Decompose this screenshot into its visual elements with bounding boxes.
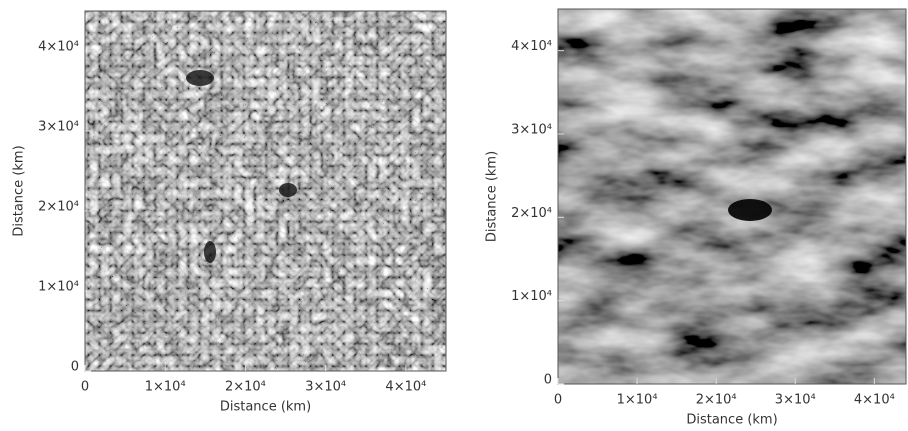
x-tick-label: 2×10⁴ bbox=[225, 380, 266, 395]
frame bbox=[557, 8, 907, 385]
y-tick-label: 1×10⁴ bbox=[511, 289, 552, 304]
chromosphere-image bbox=[558, 9, 906, 384]
panel: 0 1×10⁴ 2×10⁴ 3×10⁴ 4×10⁴ 0 1×10⁴ 2×10⁴ 3×10⁴ 4×1… bbox=[12, 10, 447, 415]
pore bbox=[279, 183, 297, 197]
x-tick-label: 2×10⁴ bbox=[696, 393, 737, 408]
x-tick-label: 3×10⁴ bbox=[775, 393, 816, 408]
y-tick-label: 4×10⁴ bbox=[38, 40, 79, 55]
y-tick-label: 0 bbox=[544, 373, 552, 388]
y-axis-label: Distance (km) bbox=[485, 151, 500, 242]
y-tick-label: 1×10⁴ bbox=[38, 280, 79, 295]
x-tick-label: 3×10⁴ bbox=[305, 380, 346, 395]
spot bbox=[728, 199, 772, 221]
y-tick-label: 4×10⁴ bbox=[511, 39, 552, 54]
y-tick-label: 3×10⁴ bbox=[511, 123, 552, 138]
y-tick-label: 3×10⁴ bbox=[38, 120, 79, 135]
y-axis-label: Distance (km) bbox=[12, 145, 27, 236]
x-tick-label: 4×10⁴ bbox=[385, 380, 426, 395]
y-tick-label: 2×10⁴ bbox=[511, 206, 552, 221]
y-tick-label: 2×10⁴ bbox=[38, 200, 79, 215]
x-tick-label: 0 bbox=[81, 380, 89, 395]
granulation-image bbox=[85, 11, 446, 371]
pore bbox=[204, 241, 216, 263]
x-tick-label: 1×10⁴ bbox=[145, 380, 186, 395]
pore bbox=[186, 70, 214, 86]
frame bbox=[84, 10, 447, 372]
panel: 0 1×10⁴ 2×10⁴ 3×10⁴ 4×10⁴ 0 1×10⁴ 2×10⁴ 3×10⁴ 4×1… bbox=[485, 8, 907, 428]
x-axis-label: Distance (km) bbox=[220, 400, 311, 415]
x-tick-label: 4×10⁴ bbox=[854, 393, 895, 408]
x-tick-label: 0 bbox=[554, 393, 562, 408]
x-axis-label: Distance (km) bbox=[686, 413, 777, 428]
x-tick-label: 1×10⁴ bbox=[617, 393, 658, 408]
y-tick-label: 0 bbox=[71, 360, 79, 375]
